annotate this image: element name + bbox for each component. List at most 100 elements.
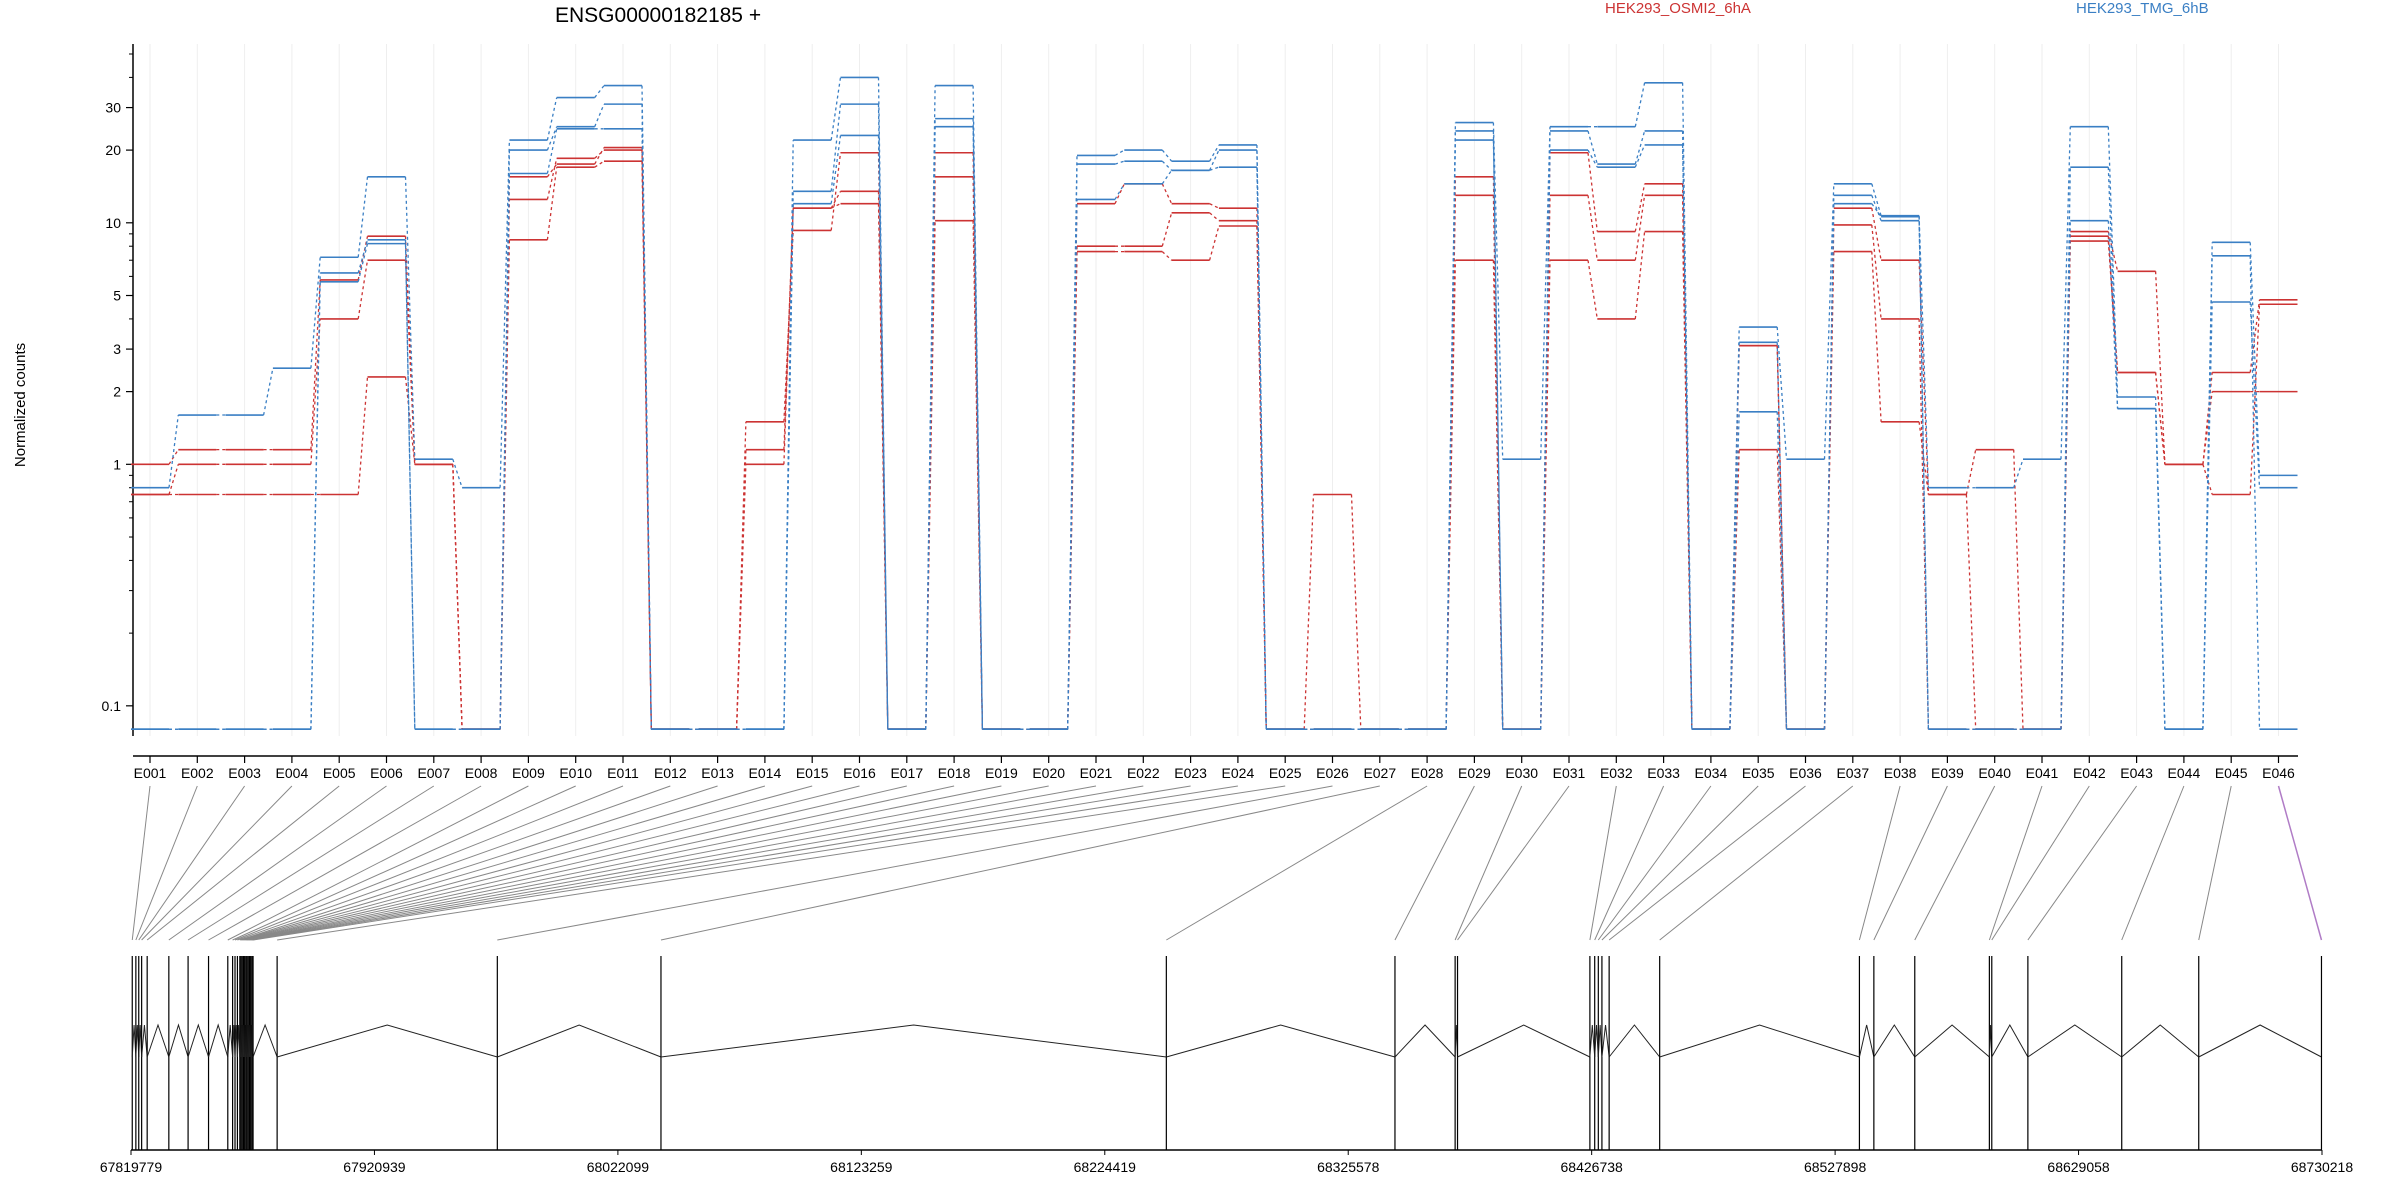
exon-connector-e016 (243, 785, 860, 941)
series-5 (131, 125, 2298, 731)
connector-segment (357, 376, 369, 495)
exon-label-e024: E024 (1222, 765, 1255, 781)
connector-segment (783, 208, 794, 450)
connector-segment (1871, 208, 1882, 261)
connector-segment (546, 128, 558, 174)
connector-segment (2249, 242, 2261, 476)
connector-segment (357, 176, 369, 258)
exon-label-e036: E036 (1789, 765, 1822, 781)
connector-segment (2249, 301, 2261, 488)
connector-segment (1729, 411, 1740, 730)
connector-segment (1634, 231, 1646, 319)
connector-segment (452, 464, 463, 730)
exon-connector-e036 (1608, 785, 1806, 941)
intron-line (1858, 1024, 1875, 1058)
connector-segment (1161, 251, 1173, 261)
intron-line (660, 1024, 1167, 1058)
exon-label-e016: E016 (843, 765, 876, 781)
exon-connector-e006 (168, 785, 387, 941)
genome-coordinate-label: 68022099 (587, 1159, 650, 1175)
intron-line (1914, 1024, 1990, 1058)
connector-segment (1114, 149, 1125, 157)
exon-label-e019: E019 (985, 765, 1018, 781)
exon-connector-e042 (1991, 785, 2090, 941)
connector-segment (168, 414, 179, 488)
intron-line (1597, 1024, 1603, 1058)
exon-connector-e032 (1589, 785, 1617, 941)
exon-connector-e020 (248, 785, 1049, 941)
series-0 (131, 146, 2298, 731)
exon-connector-e034 (1597, 785, 1712, 941)
intron-line (1457, 1024, 1591, 1058)
connector-segment (594, 85, 605, 98)
intron-line (1991, 1023, 2029, 1058)
connector-segment (1350, 494, 1362, 730)
exon-label-e040: E040 (1978, 765, 2011, 781)
connector-segment (1161, 169, 1173, 185)
connector-segment (1161, 160, 1173, 171)
connector-segment (2060, 167, 2071, 730)
exon-connector-e013 (239, 785, 718, 941)
connector-segment (2060, 126, 2071, 460)
connector-segment (2013, 458, 2024, 488)
exon-label-e003: E003 (228, 765, 261, 781)
connector-segment (1587, 195, 1598, 261)
connector-segment (1965, 449, 1977, 495)
exon-connector-e019 (246, 785, 1002, 941)
exon-label-e039: E039 (1931, 765, 1964, 781)
genome-coordinate-label: 68224419 (1074, 1159, 1137, 1175)
genome-coordinate-label: 68730218 (2291, 1159, 2354, 1175)
connector-segment (2202, 301, 2213, 730)
exon-connector-e004 (141, 785, 293, 941)
grid-layer (149, 44, 2279, 736)
connector-segment (735, 421, 747, 730)
connector-segment (168, 449, 179, 465)
series-4 (131, 103, 2298, 731)
exon-label-e006: E006 (370, 765, 403, 781)
exon-connector-e015 (242, 785, 813, 941)
connector-segment (925, 220, 936, 730)
connector-segment (2154, 372, 2166, 465)
connector-segment (1681, 130, 1693, 730)
connector-segment (925, 126, 936, 730)
exon-label-e042: E042 (2073, 765, 2106, 781)
connector-segment (1209, 166, 1220, 171)
exon-label-e014: E014 (749, 765, 782, 781)
exon-connector-e028 (1166, 785, 1428, 941)
connector-segment (404, 376, 416, 465)
connector-segment (594, 103, 605, 127)
connector-segment (546, 126, 558, 151)
exon-label-e007: E007 (417, 765, 450, 781)
exon-connector-e026 (497, 785, 1333, 941)
connector-segment (168, 464, 179, 495)
connector-segment (1161, 183, 1173, 204)
exon-label-e017: E017 (890, 765, 923, 781)
exon-label-e001: E001 (134, 765, 167, 781)
connector-segment (1681, 144, 1693, 730)
connector-segment (830, 203, 841, 209)
genome-coordinate-label: 68426738 (1561, 1159, 1624, 1175)
exon-connector-e018 (245, 785, 955, 941)
exon-label-e027: E027 (1363, 765, 1396, 781)
exon-label-e038: E038 (1884, 765, 1917, 781)
exon-connector-e010 (232, 785, 576, 941)
connector-segment (1823, 183, 1835, 460)
connector-segment (877, 77, 889, 730)
intron-line (208, 1023, 229, 1058)
exon-connector-e039 (1873, 785, 1948, 941)
connector-segment (546, 163, 558, 178)
y-tick-label: 2 (113, 384, 121, 400)
connector-segment (1540, 150, 1551, 730)
intron-line (168, 1023, 189, 1058)
exon-label-e034: E034 (1695, 765, 1728, 781)
exon-label-e045: E045 (2215, 765, 2248, 781)
exon-connector-e022 (250, 785, 1144, 941)
connector-segment (1492, 140, 1504, 730)
connector-segment (1067, 251, 1078, 730)
connector-segment (1871, 195, 1882, 221)
connector-segment (1161, 212, 1173, 247)
connector-segment (1729, 342, 1740, 730)
intron-line (497, 1024, 662, 1058)
exon-connector-e033 (1594, 785, 1665, 941)
intron-line (252, 1023, 278, 1058)
